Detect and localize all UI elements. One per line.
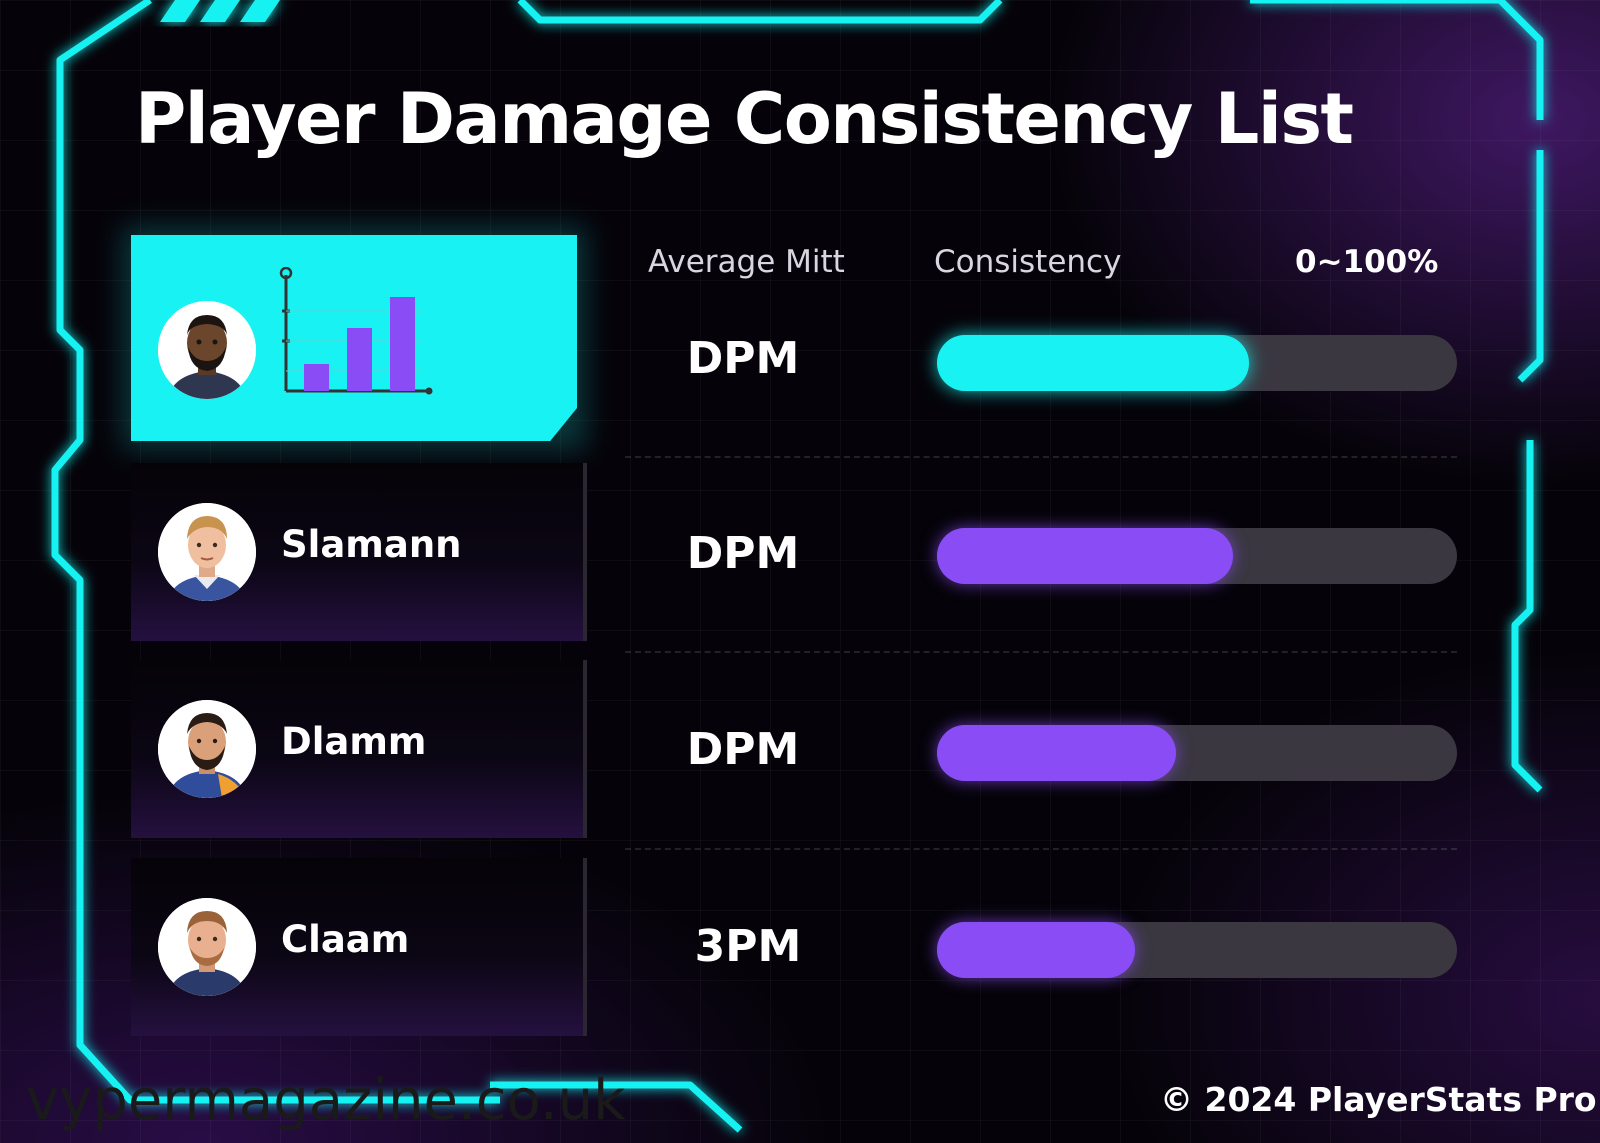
watermark: vypermagazine.co.uk xyxy=(26,1068,626,1133)
row-divider xyxy=(625,651,1457,653)
player-name: Dlamm xyxy=(281,720,427,763)
player-metric: DPM xyxy=(686,724,800,775)
row-divider xyxy=(625,456,1457,458)
player-avatar-blond xyxy=(158,503,256,601)
consistency-bar-track xyxy=(937,528,1457,584)
player-card[interactable]: Claam xyxy=(131,858,587,1036)
player-avatar-beard xyxy=(158,700,256,798)
row-divider xyxy=(625,848,1457,850)
consistency-bar-track xyxy=(937,922,1457,978)
consistency-bar-fill xyxy=(937,922,1135,978)
page-title: Player Damage Consistency List xyxy=(135,78,1354,160)
copyright-footer: © 2024 PlayerStats Pro xyxy=(1160,1080,1597,1119)
consistency-bar-fill xyxy=(937,528,1234,584)
consistency-bar-fill xyxy=(937,725,1177,781)
player-card[interactable]: Slamann xyxy=(131,463,587,641)
player-metric: DPM xyxy=(686,333,800,384)
player-metric: DPM xyxy=(686,528,800,579)
player-metric: 3PM xyxy=(694,921,802,972)
player-card[interactable]: Dlamm xyxy=(131,660,587,838)
consistency-bar-track xyxy=(937,335,1457,391)
consistency-bar-fill xyxy=(937,335,1249,391)
bar-chart-icon xyxy=(279,267,433,395)
player-name: Slamann xyxy=(281,523,462,566)
player-card-highlighted[interactable] xyxy=(131,235,577,441)
column-header-average: Average Mitt xyxy=(648,244,845,280)
consistency-bar-track xyxy=(937,725,1457,781)
column-header-range: 0~100% xyxy=(1295,244,1439,280)
player-name: Claam xyxy=(281,918,410,961)
column-header-consistency: Consistency xyxy=(934,244,1122,280)
player-avatar-ginger xyxy=(158,898,256,996)
player-avatar-dark-beard xyxy=(158,301,256,399)
